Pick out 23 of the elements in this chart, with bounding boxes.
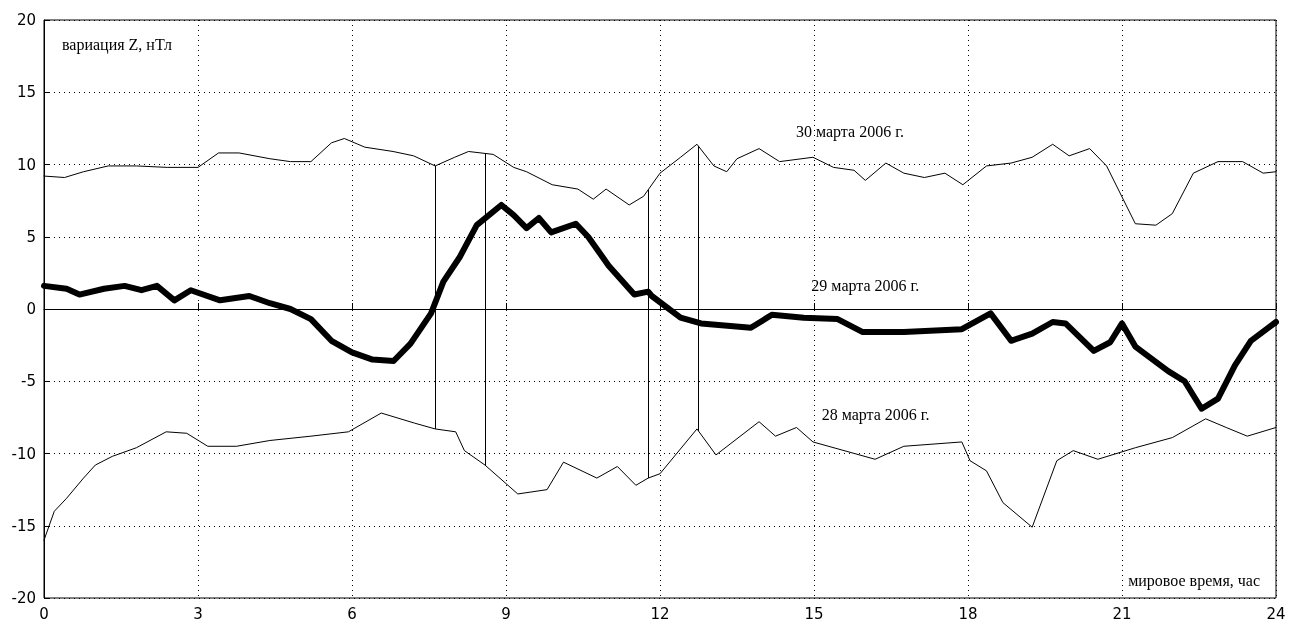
x-tick-label: 9 — [501, 604, 511, 623]
x-axis-title: мировое время, час — [1128, 571, 1261, 590]
y-tick-label: -5 — [21, 372, 36, 391]
x-tick-label: 6 — [347, 604, 357, 623]
x-tick-label: 18 — [958, 604, 978, 623]
y-tick-label: -20 — [11, 589, 36, 607]
x-tick-label: 3 — [193, 604, 203, 623]
x-tick-label: 0 — [39, 604, 49, 623]
x-tick-label: 21 — [1112, 604, 1132, 623]
y-tick-label: -15 — [11, 516, 36, 535]
y-tick-label: -10 — [11, 444, 36, 463]
y-tick-label: 0 — [26, 300, 36, 318]
x-tick-label: 24 — [1266, 604, 1286, 623]
y-tick-label: 20 — [16, 11, 36, 29]
y-tick-label: 15 — [16, 83, 36, 102]
y-tick-label: 5 — [26, 227, 36, 246]
series-label: 29 марта 2006 г. — [811, 277, 920, 296]
series-label: 30 марта 2006 г. — [795, 122, 904, 141]
x-tick-label: 12 — [650, 604, 670, 623]
y-axis-title: вариация Z, нТл — [62, 35, 172, 54]
y-tick-label: 10 — [16, 155, 36, 174]
x-tick-label: 15 — [804, 604, 824, 623]
series-label: 28 марта 2006 г. — [821, 405, 930, 424]
